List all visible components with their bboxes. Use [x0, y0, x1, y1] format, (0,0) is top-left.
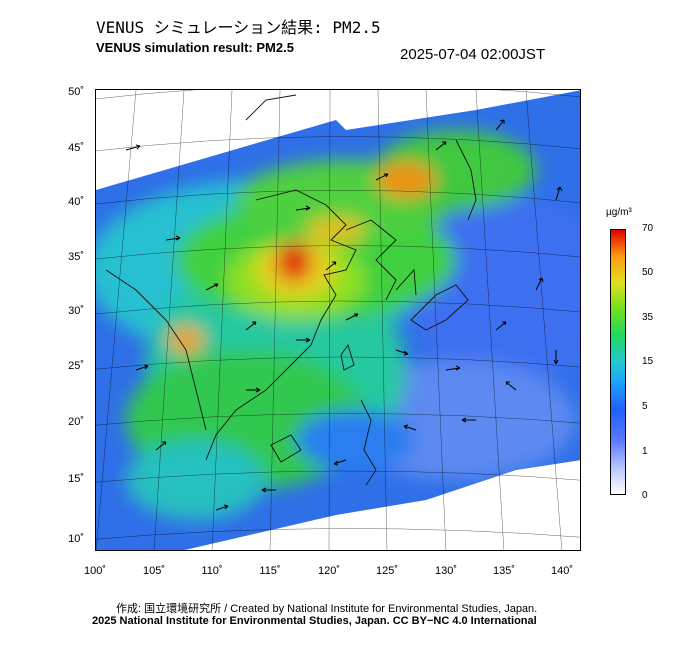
forecast-timestamp: 2025-07-04 02:00JST [400, 46, 546, 63]
legend-tick-70: 70 [642, 223, 654, 234]
lat-label-45: 45˚ [68, 142, 84, 154]
lat-label-30: 30˚ [68, 305, 84, 317]
pm25-map-canvas [96, 90, 580, 550]
legend-tick-50: 50 [642, 267, 654, 278]
graticule [96, 90, 580, 550]
lon-label-140: 140˚ [550, 565, 574, 577]
lon-label-105: 105˚ [142, 565, 166, 577]
lat-label-50: 50˚ [68, 86, 84, 98]
lat-label-35: 35˚ [68, 251, 84, 263]
lat-label-20: 20˚ [68, 416, 84, 428]
legend-tick-15: 15 [642, 356, 654, 367]
wind-vectors [125, 119, 563, 511]
credit-line-2: 2025 National Institute for Environmenta… [92, 615, 537, 627]
pm25-map [95, 89, 581, 551]
lon-label-110: 110˚ [201, 565, 223, 577]
legend-tick-5: 5 [642, 401, 648, 412]
lat-label-25: 25˚ [68, 360, 84, 372]
lon-label-135: 135˚ [492, 565, 516, 577]
legend-tick-35: 35 [642, 312, 654, 323]
page-title-english: VENUS simulation result: PM2.5 [96, 40, 294, 55]
color-legend: µg/m³ 70 50 35 15 5 1 0 [606, 207, 666, 507]
lon-label-100: 100˚ [83, 565, 107, 577]
legend-color-bar [610, 229, 626, 495]
lat-label-40: 40˚ [68, 196, 84, 208]
legend-tick-0: 0 [642, 490, 648, 501]
credit-line-1: 作成: 国立環境研究所 / Created by National Instit… [116, 603, 538, 615]
legend-tick-1: 1 [642, 446, 648, 457]
pm25-concentration-field [96, 90, 580, 550]
lon-label-120: 120˚ [317, 565, 341, 577]
legend-unit: µg/m³ [606, 207, 632, 218]
lon-label-115: 115˚ [259, 565, 281, 577]
lon-label-130: 130˚ [434, 565, 458, 577]
lat-label-15: 15˚ [68, 473, 84, 485]
page-title-japanese: VENUS シミュレーション結果: PM2.5 [96, 18, 381, 37]
lon-label-125: 125˚ [375, 565, 399, 577]
coastlines [105, 94, 477, 486]
lat-label-10: 10˚ [68, 533, 84, 545]
